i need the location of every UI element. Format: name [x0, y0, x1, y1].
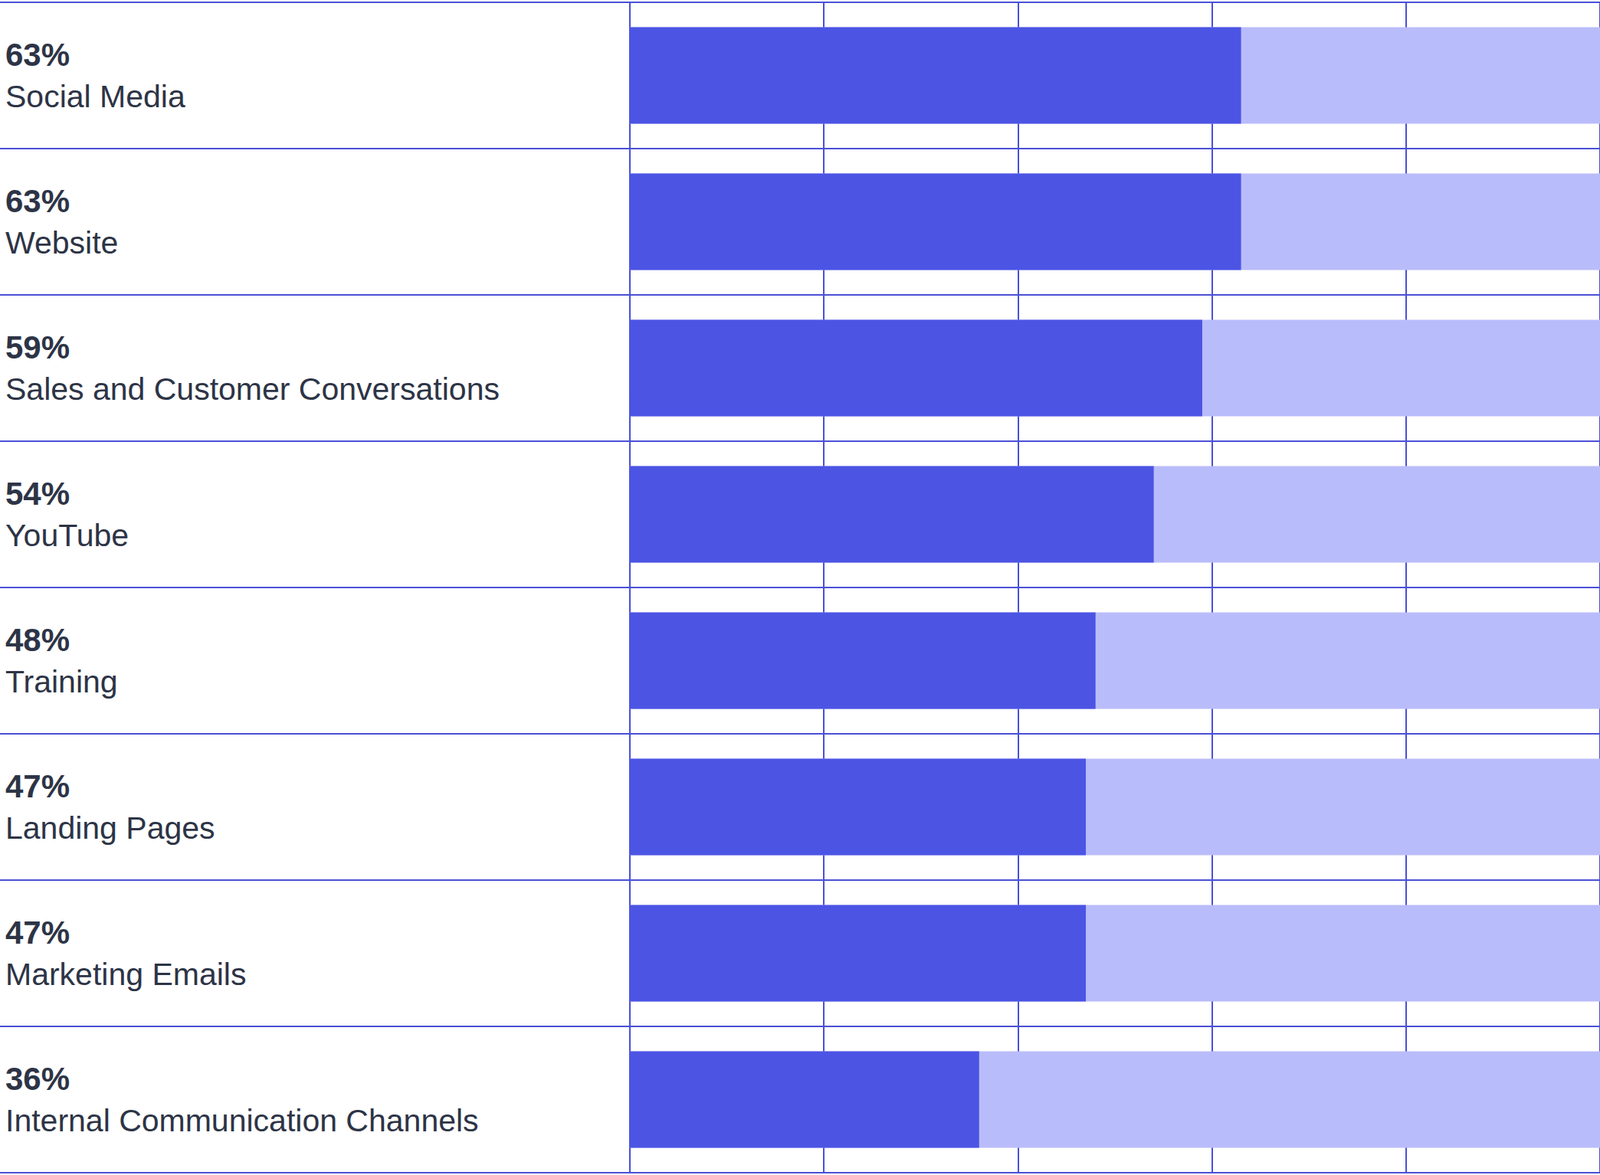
svg-text:48%: 48% [5, 622, 70, 659]
svg-text:47%: 47% [5, 768, 70, 805]
svg-text:63%: 63% [5, 183, 70, 220]
svg-text:59%: 59% [5, 329, 70, 366]
svg-text:47%: 47% [5, 914, 70, 951]
svg-text:Website: Website [5, 225, 119, 261]
svg-text:54%: 54% [5, 475, 70, 512]
svg-text:YouTube: YouTube [5, 518, 129, 554]
svg-text:63%: 63% [5, 36, 70, 73]
svg-text:Marketing Emails: Marketing Emails [5, 957, 246, 993]
svg-text:Social Media: Social Media [5, 78, 186, 115]
svg-text:Internal Communication Channel: Internal Communication Channels [5, 1103, 479, 1139]
svg-text:Training: Training [5, 664, 119, 700]
svg-text:Sales and Customer Conversatio: Sales and Customer Conversations [5, 371, 500, 407]
svg-text:Landing Pages: Landing Pages [5, 810, 216, 846]
svg-text:36%: 36% [5, 1061, 70, 1098]
